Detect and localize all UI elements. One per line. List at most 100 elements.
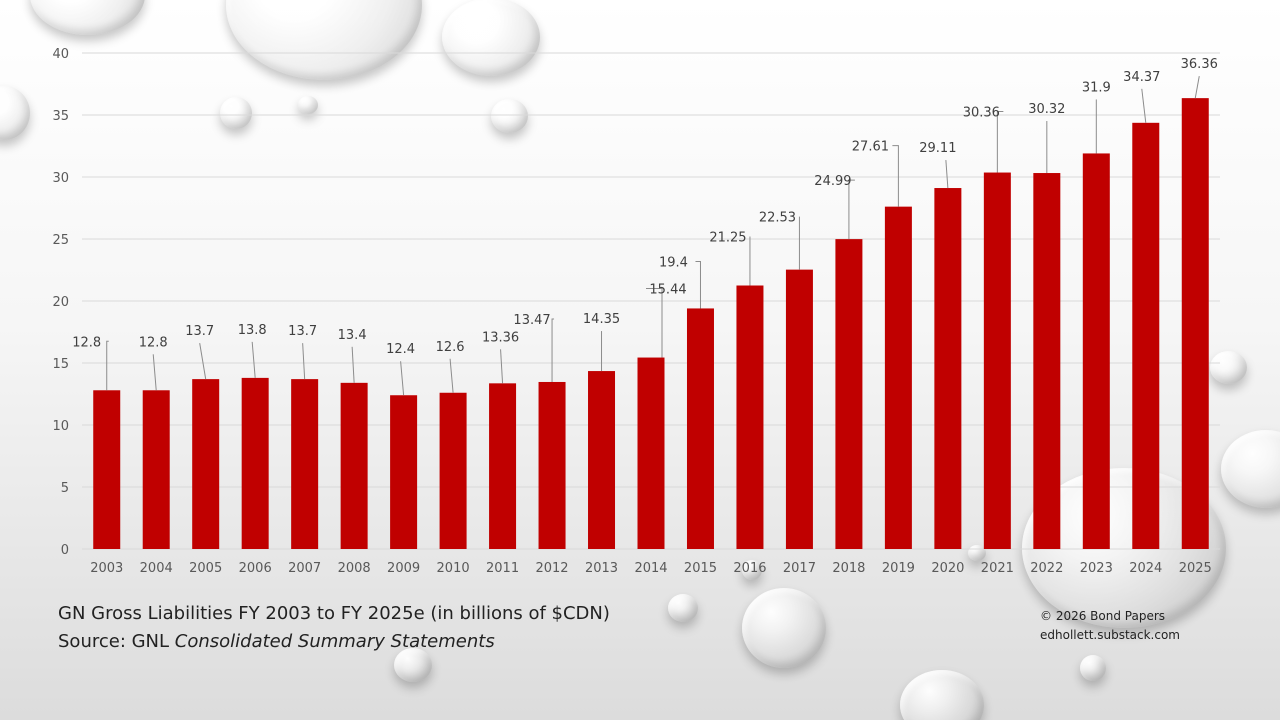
water-drop-decoration xyxy=(220,97,252,129)
leader-line xyxy=(695,260,701,309)
data-label: 13.7 xyxy=(288,324,317,339)
water-drop-decoration xyxy=(1080,655,1106,681)
x-tick-label: 2022 xyxy=(1030,561,1063,576)
leader-line xyxy=(1141,88,1147,123)
caption-title: GN Gross Liabilities FY 2003 to FY 2025e… xyxy=(58,603,610,624)
water-drop-decoration xyxy=(742,588,826,668)
y-tick-label: 40 xyxy=(52,47,69,62)
bar xyxy=(736,285,764,549)
leader-line xyxy=(892,145,899,207)
x-tick-label: 2015 xyxy=(684,561,717,576)
data-label: 29.11 xyxy=(919,141,956,156)
x-tick-label: 2018 xyxy=(832,561,865,576)
bar xyxy=(637,357,665,549)
data-label: 27.61 xyxy=(852,140,889,155)
x-axis-tick-labels: 2003 2004 2005 2006 2007 2008 2009 2010 2011 2012… xyxy=(90,561,1212,576)
y-tick-label: 30 xyxy=(52,171,69,186)
bar xyxy=(1132,122,1160,549)
data-label: 12.4 xyxy=(386,342,415,357)
water-drop-decoration xyxy=(298,96,318,114)
data-label: 13.4 xyxy=(338,328,367,343)
data-label: 30.32 xyxy=(1028,102,1065,117)
bar xyxy=(291,379,319,549)
data-label: 36.36 xyxy=(1181,57,1218,72)
leader-line xyxy=(351,346,355,383)
leader-line xyxy=(551,318,555,382)
bar xyxy=(192,379,220,549)
data-label: 31.9 xyxy=(1082,80,1111,95)
copyright-credit: © 2026 Bond Papers edhollett.substack.co… xyxy=(1040,607,1180,645)
copyright-text: © 2026 Bond Papers xyxy=(1040,609,1166,623)
data-label: 30.36 xyxy=(963,106,1000,121)
y-axis-tick-labels: 0 5 10 15 20 25 30 35 40 xyxy=(52,47,69,558)
leader-line xyxy=(945,160,949,189)
data-label: 13.7 xyxy=(185,324,214,339)
y-tick-label: 25 xyxy=(52,233,69,248)
data-label: 15.44 xyxy=(649,283,686,298)
leader-line xyxy=(996,111,1004,173)
leader-line xyxy=(400,361,405,396)
y-tick-label: 20 xyxy=(52,295,69,310)
data-label: 12.8 xyxy=(139,335,168,350)
water-drop-decoration xyxy=(900,670,984,720)
x-tick-label: 2010 xyxy=(437,561,470,576)
caption-source: Source: GNL Consolidated Summary Stateme… xyxy=(58,628,610,656)
data-label: 12.8 xyxy=(72,335,101,350)
x-tick-label: 2007 xyxy=(288,561,321,576)
data-label: 19.4 xyxy=(659,255,688,270)
leader-line xyxy=(500,349,504,384)
water-drop-decoration xyxy=(668,594,698,622)
bar xyxy=(588,371,616,549)
data-labels: 12.8 12.8 13.7 13.8 13.7 13.4 12.4 12.6 13.36 13.… xyxy=(72,57,1218,357)
data-label: 13.36 xyxy=(482,330,519,345)
x-tick-label: 2019 xyxy=(882,561,915,576)
bar xyxy=(983,172,1011,549)
leader-line xyxy=(251,341,256,378)
data-label: 34.37 xyxy=(1123,70,1160,85)
x-tick-label: 2009 xyxy=(387,561,420,576)
bar xyxy=(538,381,566,549)
water-drop-decoration xyxy=(442,0,540,76)
y-tick-label: 5 xyxy=(61,481,69,496)
leader-line xyxy=(199,343,207,380)
bar xyxy=(785,269,813,549)
leader-line xyxy=(1194,76,1200,99)
water-drop-decoration xyxy=(742,560,762,580)
y-tick-label: 0 xyxy=(61,543,69,558)
leader-line xyxy=(848,179,855,240)
water-drop-decoration xyxy=(1210,351,1247,384)
bar xyxy=(93,390,121,549)
y-tick-label: 10 xyxy=(52,419,69,434)
caption-source-prefix: Source: GNL xyxy=(58,631,175,652)
x-tick-label: 2021 xyxy=(981,561,1014,576)
bar xyxy=(142,390,170,549)
x-tick-label: 2020 xyxy=(931,561,964,576)
bar xyxy=(340,382,368,549)
x-tick-label: 2016 xyxy=(733,561,766,576)
leader-line xyxy=(646,288,663,358)
x-tick-label: 2011 xyxy=(486,561,519,576)
x-tick-label: 2023 xyxy=(1080,561,1113,576)
data-label-leader-lines xyxy=(106,76,1200,396)
data-label: 12.6 xyxy=(436,340,465,355)
caption-source-italic: Consolidated Summary Statements xyxy=(174,631,495,652)
x-tick-label: 2012 xyxy=(535,561,568,576)
bar xyxy=(1082,153,1110,549)
data-label: 14.35 xyxy=(583,312,620,327)
y-tick-label: 35 xyxy=(52,109,69,124)
bar xyxy=(390,395,418,549)
leader-line xyxy=(106,340,109,391)
bar xyxy=(489,383,517,549)
y-tick-label: 15 xyxy=(52,357,69,372)
leader-line xyxy=(449,358,454,393)
x-tick-label: 2025 xyxy=(1179,561,1212,576)
x-tick-label: 2008 xyxy=(338,561,371,576)
bar xyxy=(439,392,467,549)
water-drop-decoration xyxy=(394,648,432,682)
data-label: 13.47 xyxy=(513,313,550,328)
bars xyxy=(93,98,1209,550)
bar xyxy=(1181,98,1209,550)
data-label: 24.99 xyxy=(814,174,851,189)
website-text: edhollett.substack.com xyxy=(1040,628,1180,642)
